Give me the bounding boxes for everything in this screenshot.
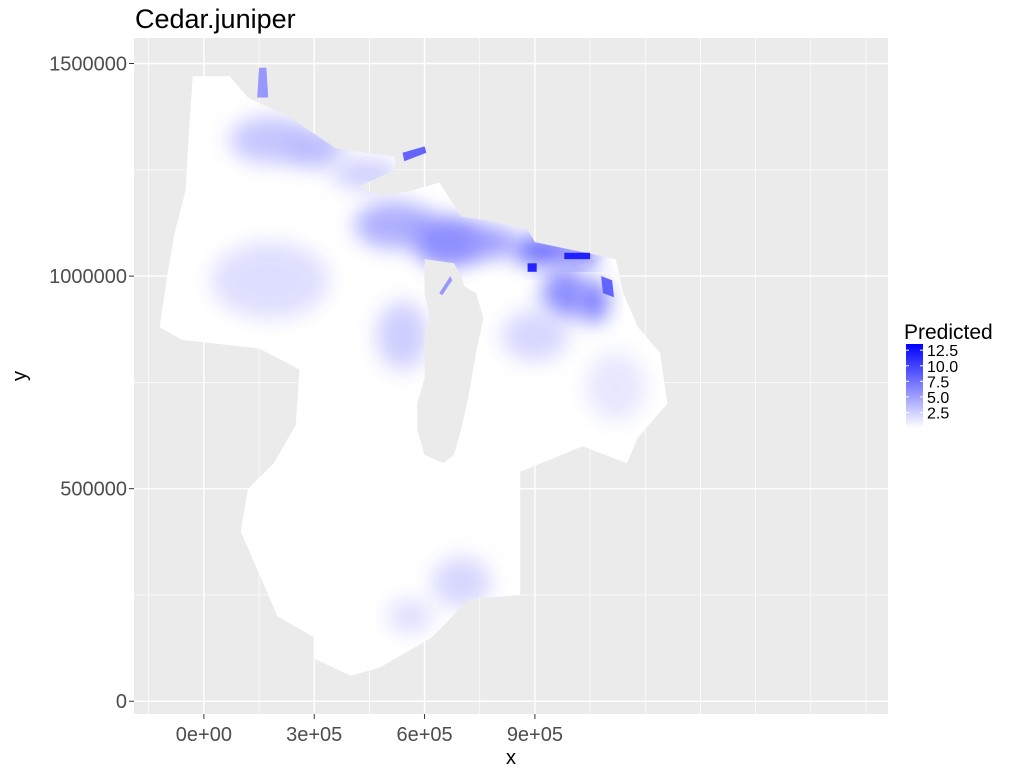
x-tick-label: 6e+05 [396, 724, 452, 746]
prediction-fragment [601, 276, 614, 298]
y-tick-label: 0 [116, 691, 127, 713]
prediction-fragment [439, 276, 453, 296]
prediction-fragment [564, 252, 591, 260]
prediction-region [159, 67, 668, 676]
hotspot-cell [376, 301, 429, 370]
region-base [159, 76, 668, 676]
legend-ticks: 12.510.07.55.02.5 [906, 343, 958, 422]
prediction-fragment [527, 263, 537, 272]
hotspot-cell [501, 310, 569, 362]
x-axis-label: x [506, 747, 516, 768]
legend-colorbar [906, 344, 923, 428]
x-tick-label: 3e+05 [286, 724, 342, 746]
x-tick-label: 9e+05 [507, 724, 563, 746]
x-tick-label: 0e+00 [176, 724, 232, 746]
hotspot-cell [450, 225, 517, 260]
legend-label: 12.5 [927, 343, 958, 360]
legend-label: 7.5 [927, 374, 949, 391]
y-tick-label: 500000 [60, 479, 127, 501]
y-axis-label: y [9, 371, 31, 381]
y-tick-label: 1500000 [49, 54, 127, 76]
legend: Predicted 12.510.07.55.02.5 [904, 321, 993, 428]
lake-gap [424, 259, 469, 336]
hotspot-cell [542, 267, 587, 319]
prediction-fragment [257, 67, 269, 98]
legend-label: 10.0 [927, 359, 958, 376]
hotspot-cell [387, 599, 432, 634]
legend-label: 2.5 [927, 405, 949, 422]
hotspot-cell [586, 352, 646, 421]
y-tick-label: 1000000 [49, 266, 127, 288]
x-axis: 0e+00 3e+05 6e+05 9e+05 [176, 714, 563, 746]
chart-title: Cedar.juniper [135, 4, 296, 34]
y-axis: 0 500000 1000000 1500000 [49, 54, 134, 713]
hotspot-cell [211, 242, 329, 319]
hotspot-cell [431, 556, 491, 608]
legend-title: Predicted [904, 321, 993, 344]
hotspot-cell [579, 280, 609, 323]
prediction-fragment [402, 146, 427, 162]
legend-label: 5.0 [927, 390, 949, 407]
